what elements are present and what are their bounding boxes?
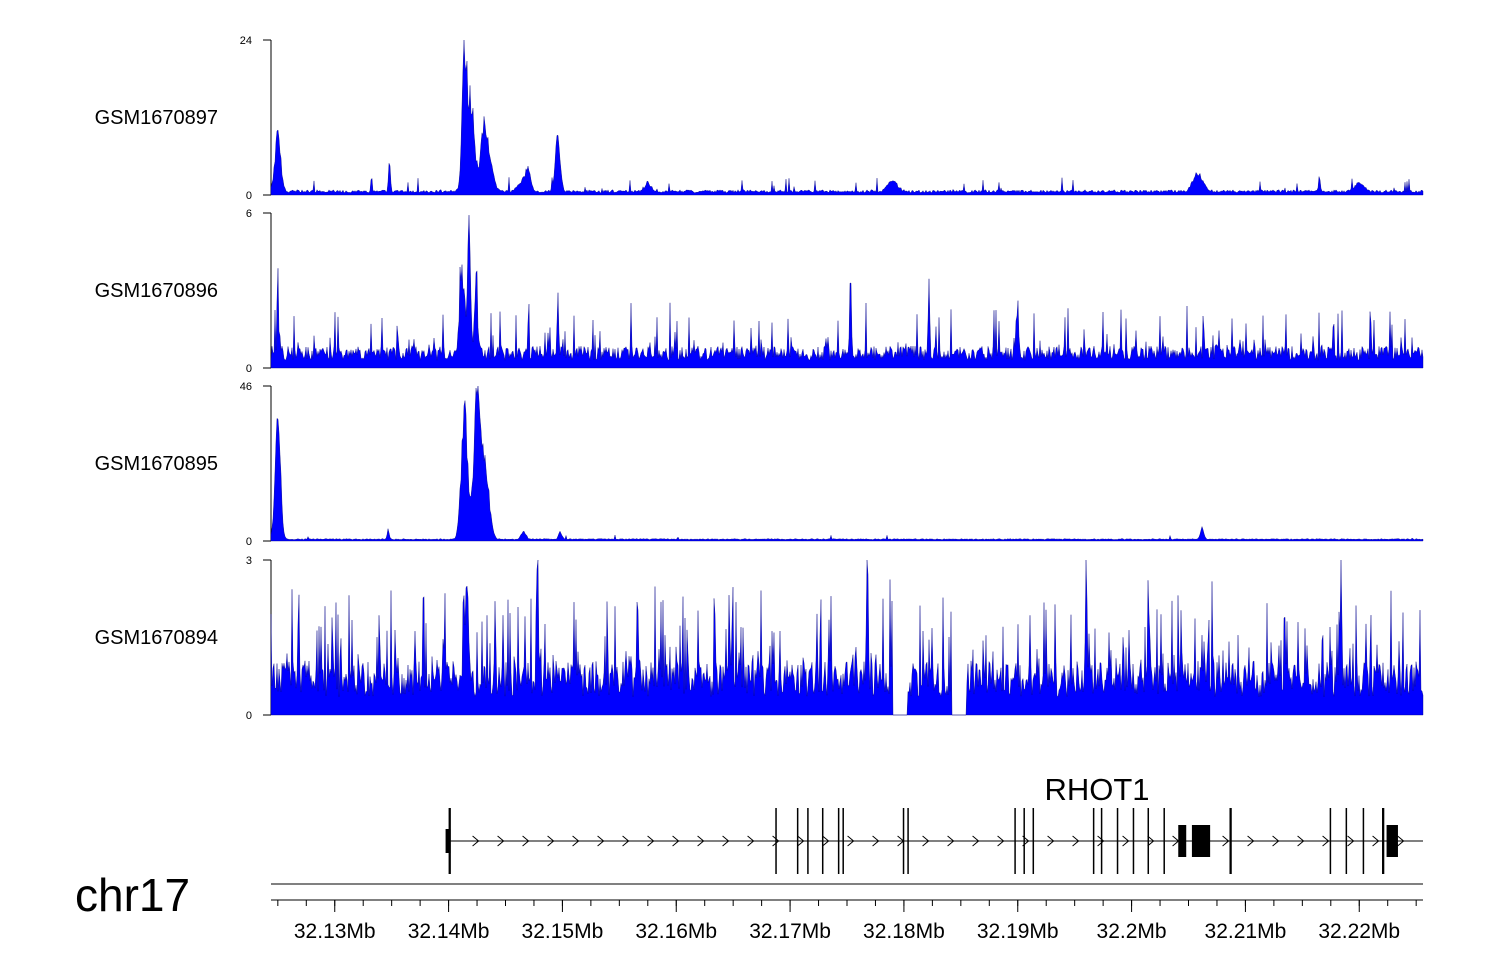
exon-line <box>902 808 905 874</box>
x-tick-label: 32.19Mb <box>977 920 1059 943</box>
exon-line <box>907 808 909 874</box>
strand-arrow <box>497 835 505 847</box>
exon-line <box>1014 808 1016 874</box>
track-label: GSM1670896 <box>95 280 218 302</box>
strand-arrow <box>1347 835 1355 847</box>
exon-line <box>775 808 777 874</box>
exon-line <box>1345 808 1348 874</box>
x-tick-label: 32.21Mb <box>1205 920 1287 943</box>
strand-arrow <box>1272 835 1280 847</box>
strand-arrow <box>1322 835 1330 847</box>
exon-line <box>1032 808 1035 874</box>
strand-arrow <box>922 835 930 847</box>
signal-area <box>270 559 1424 716</box>
signal-area <box>270 385 1424 542</box>
y-tick-label-max: 24 <box>240 35 252 47</box>
track-label: GSM1670897 <box>95 107 218 129</box>
exon-block <box>1178 825 1187 857</box>
track-GSM1670894: GSM1670894 3 0 <box>95 555 1424 722</box>
genome-axis: chr17 32.13Mb 32.14Mb 32.15Mb 32.16Mb 32.17M… <box>75 869 1423 943</box>
exon-line <box>821 808 824 874</box>
y-tick-label-min: 0 <box>246 710 252 722</box>
y-tick-label-min: 0 <box>246 536 252 548</box>
strand-arrow <box>1047 835 1055 847</box>
strand-arrow <box>647 835 655 847</box>
exon-line <box>1116 808 1119 874</box>
exon-line <box>1092 808 1095 874</box>
strand-arrow <box>1297 835 1305 847</box>
exon-line <box>1023 808 1025 874</box>
signal-area <box>270 39 1424 196</box>
exon-line <box>796 808 799 874</box>
strand-arrow <box>1372 835 1380 847</box>
strand-arrow <box>947 835 955 847</box>
x-tick-label: 32.17Mb <box>749 920 831 943</box>
exon-line <box>1382 808 1385 874</box>
exon-block <box>1386 825 1398 857</box>
exon-block <box>1191 825 1211 857</box>
strand-arrow <box>872 835 880 847</box>
strand-arrow <box>1097 835 1105 847</box>
gene-track: RHOT1 <box>445 772 1423 874</box>
y-tick-label-max: 46 <box>240 381 252 393</box>
y-tick-label-max: 3 <box>246 555 252 567</box>
y-tick-label-min: 0 <box>246 363 252 375</box>
x-tick-label: 32.22Mb <box>1318 920 1400 943</box>
strand-arrow <box>1147 835 1155 847</box>
strand-arrow <box>797 835 805 847</box>
exon-line <box>1163 808 1165 874</box>
strand-arrow <box>1122 835 1130 847</box>
exon-line <box>1132 808 1135 874</box>
exon-line <box>1229 808 1232 874</box>
strand-arrow <box>547 835 555 847</box>
strand-arrow <box>697 835 705 847</box>
strand-arrow <box>472 835 480 847</box>
strand-arrow <box>847 835 855 847</box>
exon-line <box>842 808 844 874</box>
exon-line <box>1100 808 1103 874</box>
strand-arrow <box>1397 835 1405 847</box>
exon-line <box>837 808 840 874</box>
exon-utr <box>445 829 451 853</box>
strand-arrow <box>822 835 830 847</box>
y-tick-label-min: 0 <box>246 190 252 202</box>
strand-arrow <box>622 835 630 847</box>
track-label: GSM1670894 <box>95 627 218 649</box>
strand-arrow <box>1072 835 1080 847</box>
x-tick-label: 32.18Mb <box>863 920 945 943</box>
exon-line <box>1147 808 1150 874</box>
x-tick-label: 32.15Mb <box>522 920 604 943</box>
strand-arrow <box>522 835 530 847</box>
strand-arrow <box>672 835 680 847</box>
strand-arrow <box>597 835 605 847</box>
chromosome-label: chr17 <box>75 869 190 921</box>
exon-line <box>1329 808 1332 874</box>
track-GSM1670895: GSM1670895 46 0 <box>95 381 1424 548</box>
track-GSM1670896: GSM1670896 6 0 <box>95 208 1424 375</box>
exon-line <box>807 808 809 874</box>
gene-name-label: RHOT1 <box>1044 772 1149 807</box>
track-label: GSM1670895 <box>95 453 218 475</box>
strand-arrow <box>572 835 580 847</box>
strand-arrow <box>997 835 1005 847</box>
x-tick-label: 32.13Mb <box>294 920 376 943</box>
track-GSM1670897: GSM1670897 24 0 <box>95 35 1424 202</box>
strand-arrow <box>1247 835 1255 847</box>
signal-area <box>270 215 1424 369</box>
strand-arrow <box>747 835 755 847</box>
y-tick-label-max: 6 <box>246 208 252 220</box>
signal-tracks: GSM1670897240GSM167089660GSM1670895460GS… <box>95 35 1424 722</box>
exon-line <box>1362 808 1365 874</box>
strand-arrow <box>772 835 780 847</box>
x-tick-label: 32.2Mb <box>1097 920 1167 943</box>
x-tick-label: 32.14Mb <box>408 920 490 943</box>
x-tick-label: 32.16Mb <box>635 920 717 943</box>
strand-arrow <box>722 835 730 847</box>
strand-arrow <box>1222 835 1230 847</box>
strand-arrow <box>972 835 980 847</box>
